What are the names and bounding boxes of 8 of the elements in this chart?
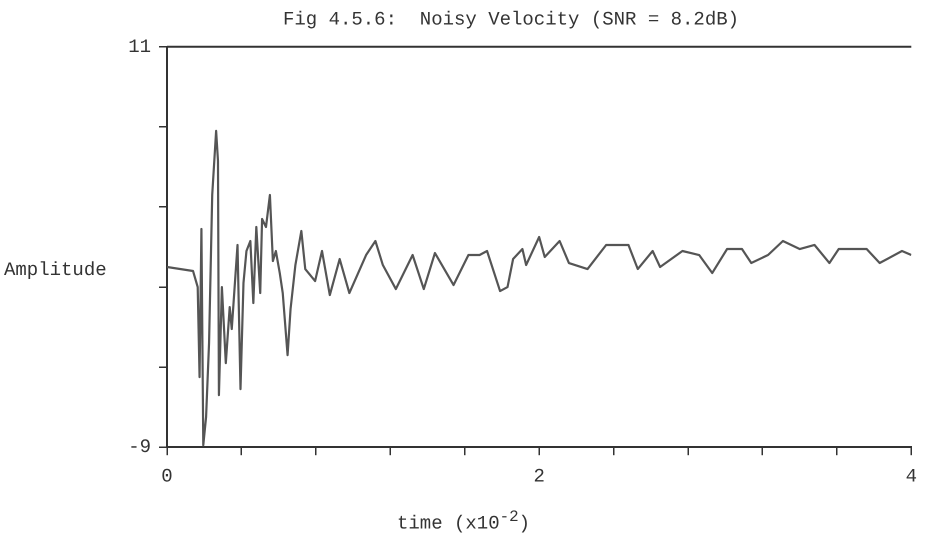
y-tick-label: 11 — [128, 36, 151, 58]
x-tick-label: 0 — [161, 466, 173, 488]
chart-title: Fig 4.5.6: Noisy Velocity (SNR = 8.2dB) — [282, 8, 740, 30]
y-axis-title: Amplitude — [4, 259, 107, 281]
y-tick-label: -9 — [128, 436, 151, 458]
x-axis-title: time (x10$^{-2}$) — [396, 508, 532, 534]
x-tick-label: 2 — [533, 466, 545, 488]
x-tick-label: 4 — [906, 466, 917, 488]
